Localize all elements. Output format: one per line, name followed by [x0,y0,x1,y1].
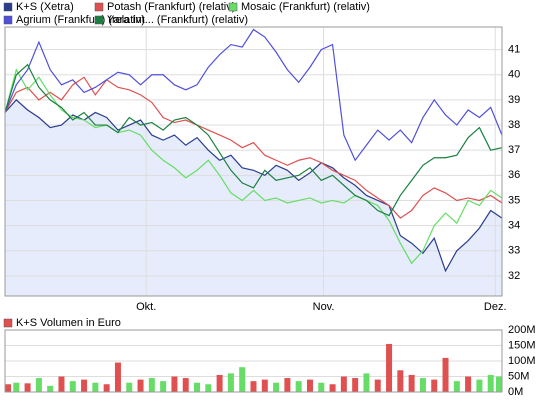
volume-bar [386,343,393,392]
volume-bar [205,384,212,392]
volume-bar [171,376,178,392]
x-tick-label: Nov. [313,301,335,313]
volume-frame [4,329,503,393]
legend-swatch [94,15,104,25]
volume-bar [273,382,280,392]
volume-bar [408,374,415,392]
y-tick-label: 41 [508,44,520,56]
series-line [4,28,503,162]
volume-bar [216,374,223,392]
volume-bar [397,370,404,392]
series-line [4,63,503,217]
plot-frame [4,26,503,297]
legend-swatch [94,2,104,12]
volume-bar [442,357,449,392]
y-tick-label: 33 [508,245,520,257]
legend-swatch [228,2,238,12]
volume-bar [295,381,302,392]
y-tick-label: 40 [508,69,520,81]
volume-bar [250,381,257,392]
volume-bar [374,379,381,392]
volume-bar [137,379,144,392]
volume-bar [487,374,494,392]
y-tick-label: 37 [508,144,520,156]
series-line [4,68,503,265]
volume-bar [340,376,347,392]
legend-swatch [3,2,13,12]
volume-bar [352,378,359,392]
volume-bar [114,362,121,392]
y-tick-label: 32 [508,270,520,282]
y-tick-label: 39 [508,94,520,106]
y-tick-label: 150M [508,339,536,351]
volume-bar [13,382,20,392]
y-tick-label: 34 [508,220,520,232]
legend-label: K+S Volumen in Euro [16,317,121,329]
volume-bar [496,376,502,392]
volume-bar [419,378,426,392]
y-tick-label: 36 [508,169,520,181]
volume-bar [92,382,99,392]
volume-bar [239,367,246,392]
volume-bar [194,382,201,392]
volume-bar [69,381,76,392]
volume-bar [24,383,31,392]
legend-label: Potash (Frankfurt) (relativ) [107,1,235,13]
y-tick-label: 200M [508,324,536,336]
series-line [4,76,503,219]
legend-label: K+S (Xetra) [16,1,74,13]
legend-label: Yara Int... (Frankfurt) (relativ) [107,14,248,26]
volume-bar [306,379,313,392]
volume-bar [35,378,42,392]
volume-bar [476,379,483,392]
volume-bar [182,378,189,392]
volume-bar [5,384,11,392]
x-tick-label: Okt. [136,301,156,313]
volume-bar [103,384,110,392]
x-tick-label: Dez. [484,301,507,313]
legend-label: Agrium (Frankfurt) (relativ) [16,14,145,26]
volume-bar [58,376,65,392]
volume-bar [363,373,370,392]
y-tick-label: 50M [508,370,529,382]
volume-bar [453,381,460,392]
legend-swatch [3,318,13,328]
y-tick-label: 100M [508,355,536,367]
volume-bar [284,378,291,392]
legend-swatch [3,15,13,25]
volume-bar [227,373,234,392]
volume-bar [261,379,268,392]
volume-bar [318,382,325,392]
volume-bar [160,381,167,392]
y-tick-label: 38 [508,119,520,131]
volume-bar [148,378,155,392]
volume-bar [81,379,88,392]
legend-label: Mosaic (Frankfurt) (relativ) [241,1,370,13]
y-tick-label: 35 [508,194,520,206]
volume-bar [431,379,438,392]
volume-bar [329,384,336,392]
area [5,99,502,296]
volume-bar [126,382,133,392]
volume-bar [465,376,472,392]
y-tick-label: 0M [508,386,523,398]
volume-bar [47,385,54,392]
